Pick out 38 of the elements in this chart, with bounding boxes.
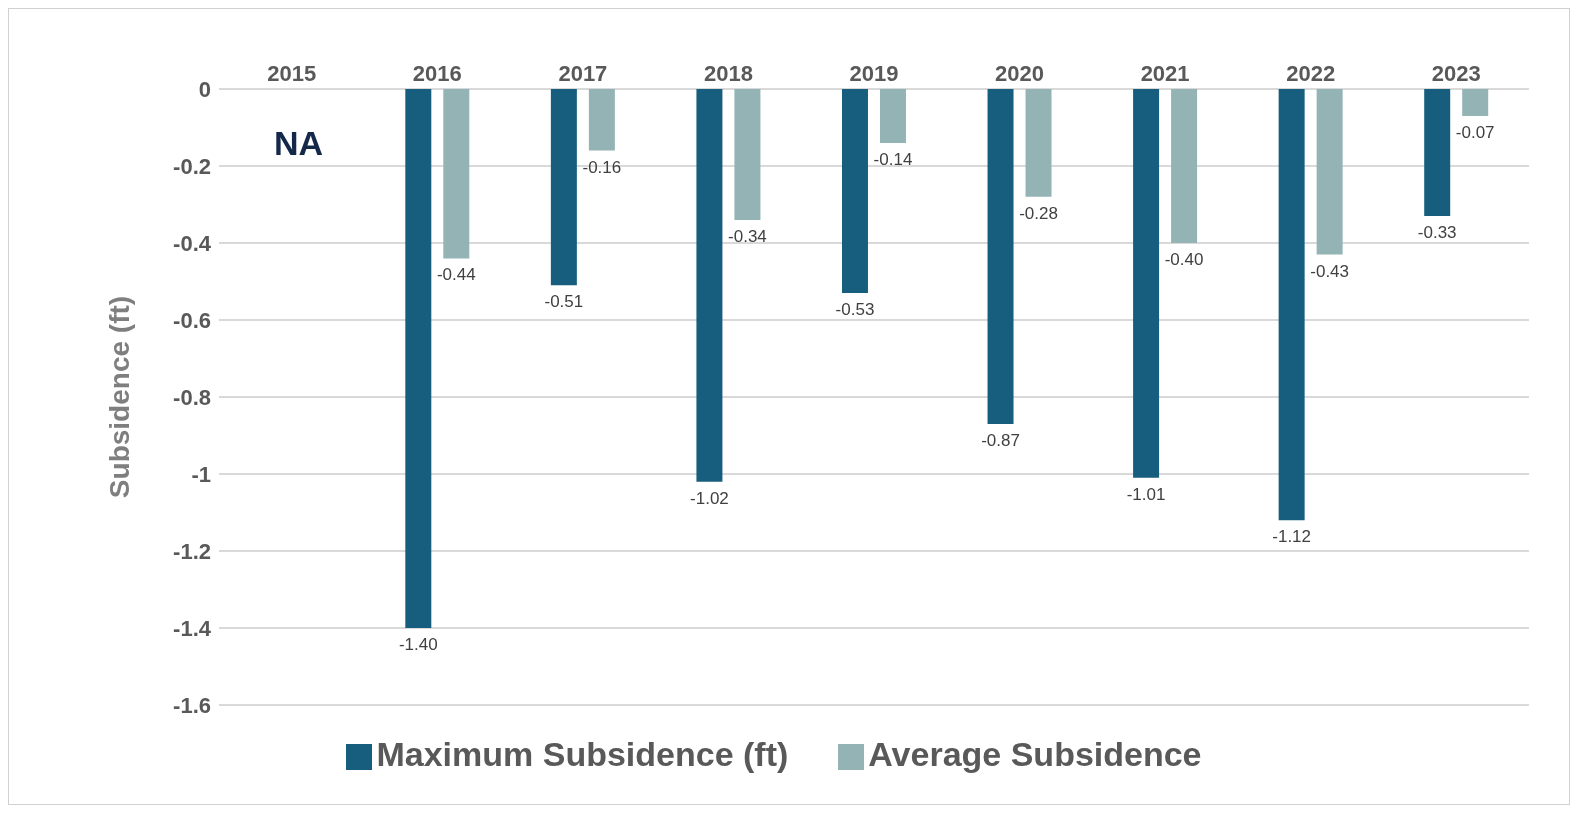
- x-tick-label: 2020: [995, 61, 1045, 86]
- y-tick-label: -1: [191, 461, 211, 487]
- data-label: -0.34: [728, 226, 767, 246]
- data-label: -0.53: [835, 300, 875, 320]
- y-tick-label: -0.6: [173, 307, 211, 333]
- x-tick-label: 2023: [1431, 61, 1481, 86]
- y-tick-label: -0.2: [173, 153, 211, 179]
- data-label: -0.16: [582, 157, 622, 177]
- y-tick-label: -0.4: [173, 230, 212, 256]
- data-label: -0.51: [544, 292, 584, 312]
- x-tick-label: 2021: [1140, 61, 1190, 86]
- data-label: -1.02: [690, 488, 729, 508]
- y-axis-title: Subsidence (ft): [103, 295, 135, 499]
- x-tick-label: 2018: [703, 61, 753, 86]
- y-tick-label: -1.4: [173, 615, 212, 641]
- x-tick-label: 2016: [412, 61, 462, 86]
- data-label: -0.07: [1455, 122, 1495, 142]
- x-tick-label: 2015: [267, 61, 317, 86]
- x-tick-label: 2017: [558, 61, 608, 86]
- data-label: -1.40: [398, 635, 438, 654]
- data-label: -0.43: [1310, 261, 1350, 281]
- data-label: -0.44: [436, 265, 476, 285]
- data-label: -1.12: [1272, 527, 1312, 547]
- legend-label: Average Subsidence: [868, 735, 1202, 773]
- x-tick-label: 2019: [849, 61, 899, 86]
- y-tick-label: -1.6: [173, 692, 211, 718]
- x-tick-label: 2022: [1286, 61, 1336, 86]
- data-label: -0.14: [873, 149, 913, 169]
- data-label: -0.40: [1164, 250, 1204, 269]
- legend-label: Maximum Subsidence (ft): [376, 735, 789, 773]
- y-tick-label: 0: [198, 76, 211, 102]
- data-label: -0.28: [1019, 203, 1058, 223]
- data-label: -1.01: [1126, 484, 1166, 504]
- data-label: -0.87: [981, 430, 1020, 450]
- annotation: NA: [274, 124, 324, 163]
- data-label: -0.33: [1417, 223, 1457, 243]
- y-tick-label: -0.8: [173, 384, 211, 410]
- y-tick-label: -1.2: [173, 538, 211, 564]
